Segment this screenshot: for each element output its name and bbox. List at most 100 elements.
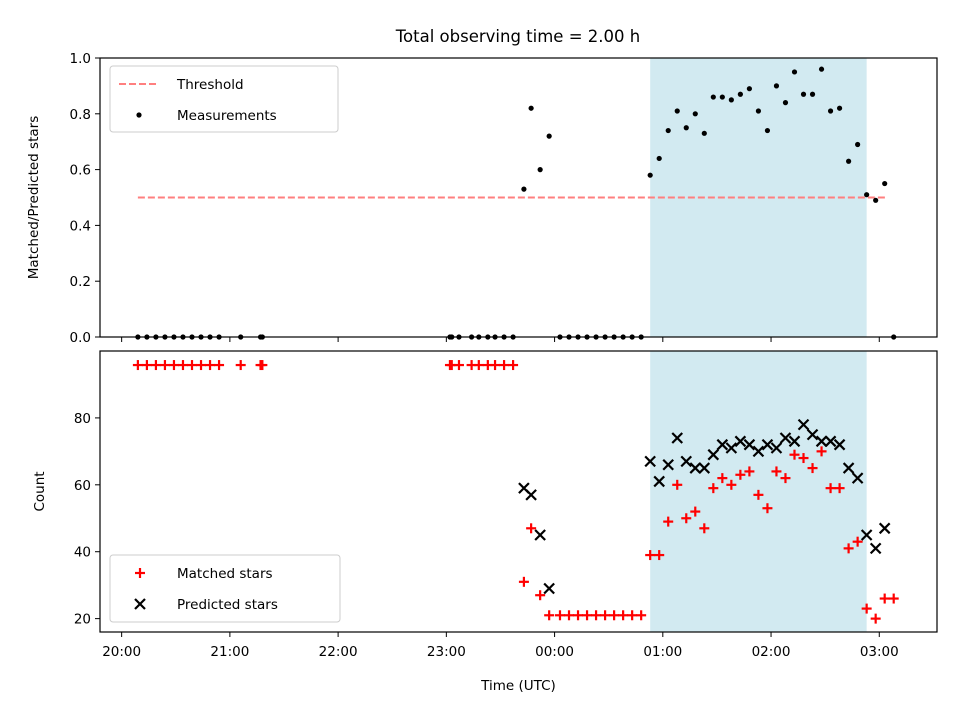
- measurement-point: [882, 180, 888, 187]
- measurement-point: [818, 66, 825, 72]
- matched-star-point: [879, 593, 890, 604]
- matched-star-point: [518, 576, 529, 587]
- predicted-star-point: [779, 432, 792, 444]
- matched-star-point: [753, 489, 764, 500]
- measurement-point: [755, 108, 762, 114]
- predicted-star-point: [671, 432, 684, 444]
- bottom-x-ticks: 20:00 21:00 22:00 23:00 00:00 01:00 02:00 03:00: [102, 632, 899, 660]
- measurement-point: [746, 86, 752, 92]
- predicted-star-point: [770, 442, 783, 454]
- x-tick-label: 20:00: [102, 644, 141, 660]
- bottom-y-tick-label: 60: [74, 478, 91, 494]
- measurement-point: [773, 83, 780, 89]
- matched-star-point: [780, 473, 791, 484]
- measurement-point: [809, 91, 816, 97]
- bottom-y-tick-label: 20: [74, 612, 91, 628]
- matched-star-point: [645, 550, 656, 561]
- predicted-star-point: [525, 489, 537, 501]
- top-y-tick-label: 0.6: [70, 163, 91, 179]
- measurement-point: [800, 91, 807, 97]
- matched-star-point: [591, 610, 602, 621]
- bottom-panel: 20 40 60 80 20:00 21:00 22:00 23:00 00:00 01:00 0…: [32, 350, 938, 694]
- predicted-star-point: [815, 435, 828, 448]
- matched-star-point: [573, 610, 584, 621]
- top-y-tick-label: 0.0: [70, 330, 91, 346]
- matched-star-point: [473, 360, 484, 371]
- predicted-star-point: [680, 455, 693, 468]
- bottom-legend: Matched stars Predicted stars: [109, 554, 341, 623]
- measurement-point: [864, 192, 870, 198]
- legend-matched-swatch: [135, 568, 145, 578]
- legend-x-mark: [134, 598, 146, 610]
- top-y-tick-label: 0.4: [70, 218, 91, 234]
- top-y-tick-label: 1.0: [70, 51, 91, 67]
- measurement-point: [710, 94, 716, 100]
- matched-star-point: [544, 610, 555, 621]
- measurement-point: [728, 97, 734, 103]
- matched-star-point: [508, 360, 519, 371]
- predicted-star-point: [662, 458, 674, 471]
- x-tick-label: 22:00: [319, 644, 358, 660]
- predicted-star-point: [698, 462, 711, 474]
- legend-measurements-swatch: [136, 112, 142, 118]
- x-tick-label: 01:00: [643, 644, 682, 660]
- matched-star-point: [177, 360, 188, 371]
- matched-star-point: [168, 360, 179, 371]
- top-y-tick-label: 0.2: [70, 274, 91, 290]
- measurement-point: [537, 167, 543, 173]
- matched-star-point: [535, 590, 546, 601]
- predicted-star-point: [734, 435, 747, 448]
- top-axes-frame: [99, 57, 938, 338]
- matched-star-point: [807, 463, 818, 474]
- matched-star-point: [196, 360, 207, 371]
- matched-star-point: [834, 483, 845, 494]
- predicted-star-point: [644, 455, 656, 468]
- bottom-y-ticks: 20 40 60 80: [74, 411, 100, 628]
- legend-measurements-label: Measurements: [177, 108, 277, 124]
- x-tick-label: 00:00: [535, 644, 574, 660]
- x-tick-label: 23:00: [427, 644, 466, 660]
- measurement-point: [719, 94, 725, 100]
- measurement-point: [701, 130, 707, 136]
- measurement-point: [546, 133, 552, 139]
- matched-star-point: [771, 466, 782, 477]
- legend-predicted-swatch: [134, 598, 146, 610]
- matched-star-point: [843, 543, 854, 554]
- x-tick-label: 02:00: [752, 644, 791, 660]
- matched-star-point: [654, 550, 665, 561]
- matched-star-point: [699, 523, 710, 534]
- measurement-point: [521, 186, 527, 192]
- top-y-axis-label: Matched/Predicted stars: [26, 116, 42, 279]
- matched-star-point: [726, 479, 737, 490]
- measurement-point: [827, 108, 834, 114]
- predicted-stars-points: [518, 418, 891, 595]
- matched-star-point: [744, 466, 755, 477]
- matched-star-point: [554, 610, 565, 621]
- predicted-star-point: [788, 435, 801, 448]
- matched-star-point: [499, 360, 510, 371]
- measurement-point: [791, 69, 798, 75]
- matched-star-point: [205, 360, 216, 371]
- predicted-star-point: [851, 472, 864, 484]
- top-y-tick-label: 0.8: [70, 107, 91, 123]
- matched-star-point: [636, 610, 647, 621]
- matched-star-point: [870, 613, 881, 624]
- matched-star-point: [798, 453, 809, 464]
- matched-star-point: [618, 610, 629, 621]
- predicted-star-point: [543, 582, 555, 595]
- matched-star-point: [132, 360, 143, 371]
- predicted-star-point: [824, 435, 837, 448]
- matched-star-point: [582, 610, 593, 621]
- matched-star-point: [564, 610, 575, 621]
- predicted-star-point: [833, 438, 846, 451]
- predicted-star-point: [797, 418, 810, 431]
- x-tick-label: 21:00: [210, 644, 249, 660]
- matched-star-point: [627, 610, 638, 621]
- predicted-star-point: [716, 438, 729, 451]
- measurement-point: [846, 158, 852, 164]
- measurement-point: [665, 127, 671, 134]
- legend-matched-label: Matched stars: [177, 566, 273, 582]
- predicted-star-point: [752, 445, 765, 458]
- measurement-point: [528, 105, 534, 111]
